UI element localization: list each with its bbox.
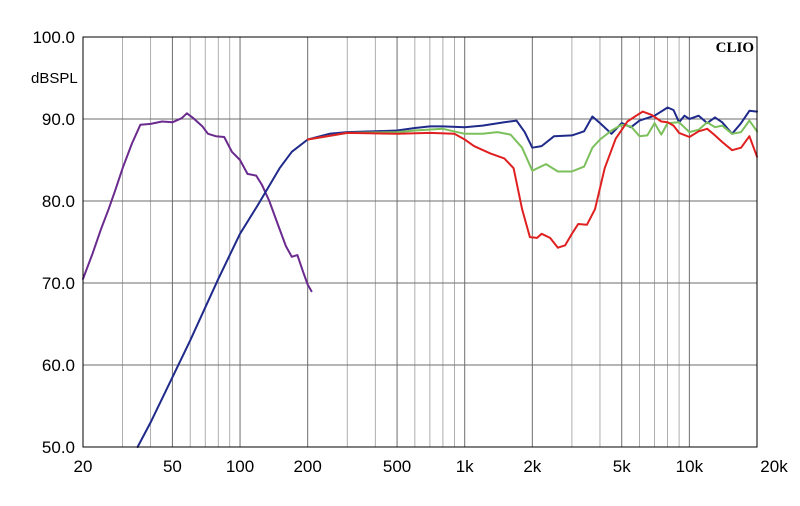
- y-tick-label: 70.0: [42, 274, 75, 293]
- x-tick-label: 2k: [523, 457, 541, 476]
- y-tick-label: 60.0: [42, 356, 75, 375]
- series-layer: [82, 106, 758, 448]
- series-line-1: [82, 112, 313, 293]
- x-tick-label: 1k: [456, 457, 474, 476]
- major-grid: [82, 36, 758, 448]
- x-tick-label: 20k: [760, 457, 788, 476]
- y-tick-label: 90.0: [42, 110, 75, 129]
- series-line-2: [136, 106, 758, 448]
- brand-label: CLIO: [716, 40, 754, 56]
- x-axis-tick-labels: 20 50 100 200 500 1k 2k 5k 10k 20k: [74, 457, 789, 476]
- x-tick-label: 500: [383, 457, 411, 476]
- x-tick-label: 200: [293, 457, 321, 476]
- x-tick-label: 5k: [613, 457, 631, 476]
- y-axis-tick-labels: 100.0 90.0 80.0 70.0 60.0 50.0: [32, 28, 75, 457]
- y-tick-label: 50.0: [42, 438, 75, 457]
- x-tick-label: 20: [74, 457, 93, 476]
- x-tick-label: 100: [226, 457, 254, 476]
- minor-grid: [122, 37, 680, 447]
- series-line-3: [306, 119, 758, 173]
- x-tick-label: 50: [163, 457, 182, 476]
- x-tick-label: 10k: [676, 457, 704, 476]
- y-tick-label: 100.0: [32, 28, 75, 47]
- plot-frame: [82, 36, 758, 448]
- y-tick-label: 80.0: [42, 192, 75, 211]
- y-axis-label: dBSPL: [31, 70, 78, 87]
- series-line-4: [306, 110, 758, 249]
